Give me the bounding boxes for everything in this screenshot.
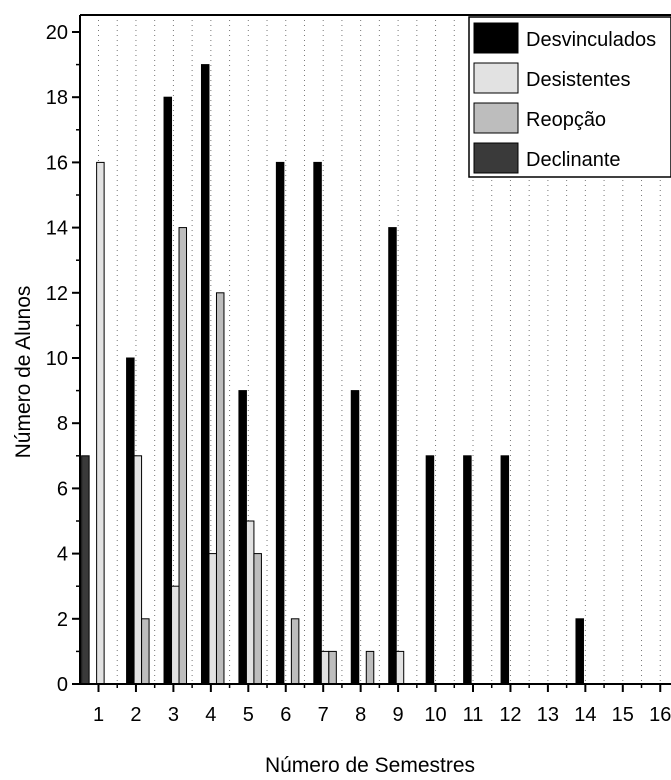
legend-swatch — [473, 22, 519, 54]
x-tick-label: 8 — [355, 704, 366, 726]
bar-desistentes-2 — [133, 455, 143, 685]
x-tick-label: 10 — [424, 704, 446, 726]
bar-reop-o-2 — [141, 618, 150, 685]
legend-label: Desvinculados — [526, 29, 656, 51]
bar-desvinculados-9 — [388, 227, 397, 685]
y-tick-label: 12 — [46, 283, 68, 305]
legend-swatch — [473, 102, 519, 134]
bar-desvinculados-6 — [275, 161, 285, 685]
bar-desvinculados-5 — [238, 390, 247, 685]
bar-desvinculados-2 — [126, 357, 135, 685]
bar-declinante-1 — [81, 455, 90, 685]
bar-reop-o-4 — [215, 292, 225, 685]
bars — [81, 64, 584, 685]
y-tick-label: 2 — [57, 609, 68, 631]
x-tick-label: 13 — [537, 704, 559, 726]
bar-reop-o-3 — [178, 227, 188, 685]
bar-desvinculados-8 — [350, 390, 360, 685]
x-tick-labels: 1 2 3 4 5 6 7 8 9 10 11 12 13 14 15 16 — [93, 704, 671, 726]
bar-desvinculados-12 — [500, 455, 510, 685]
bar-reop-o-6 — [290, 618, 300, 685]
x-tick-label: 1 — [93, 704, 104, 726]
bar-desvinculados-11 — [463, 455, 472, 685]
legend-swatch — [473, 142, 519, 174]
y-axis-title: Número de Alunos — [12, 286, 35, 459]
x-tick-label: 9 — [393, 704, 404, 726]
bar-desistentes-1 — [96, 161, 105, 685]
x-tick-label: 6 — [280, 704, 291, 726]
bar-desistentes-3 — [171, 585, 180, 685]
x-axis-title: Número de Semestres — [265, 754, 475, 777]
y-tick-label: 16 — [46, 152, 68, 174]
y-tick-labels: 0 2 4 6 8 10 12 14 16 18 20 — [46, 22, 68, 696]
legend-label: Declinante — [526, 149, 621, 171]
x-tick-label: 11 — [463, 704, 484, 726]
x-tick-label: 15 — [612, 704, 634, 726]
y-tick-label: 4 — [57, 544, 68, 566]
bar-reop-o-8 — [365, 650, 375, 685]
bar-desvinculados-4 — [200, 64, 210, 685]
y-tick-label: 14 — [46, 218, 68, 240]
bar-desistentes-7 — [320, 650, 330, 685]
x-tick-label: 7 — [318, 704, 329, 726]
axes — [72, 14, 671, 692]
legend: Desvinculados Desistentes Reopção Declinant… — [468, 16, 671, 178]
y-tick-label: 6 — [57, 478, 68, 500]
x-tick-label: 5 — [243, 704, 254, 726]
y-tick-label: 10 — [46, 348, 68, 370]
bar-desistentes-4 — [208, 553, 217, 685]
bar-reop-o-5 — [253, 553, 262, 685]
bar-desvinculados-7 — [313, 161, 322, 685]
bar-desistentes-9 — [395, 650, 405, 685]
bar-desistentes-5 — [245, 520, 255, 685]
y-tick-label: 0 — [57, 674, 68, 696]
bar-reop-o-7 — [328, 650, 337, 685]
bar-desvinculados-14 — [575, 618, 584, 685]
legend-label: Reopção — [526, 109, 606, 131]
x-tick-label: 12 — [499, 704, 521, 726]
x-tick-label: 4 — [205, 704, 216, 726]
x-tick-label: 14 — [574, 704, 596, 726]
x-tick-label: 16 — [649, 704, 671, 726]
x-tick-label: 2 — [130, 704, 141, 726]
bar-desvinculados-10 — [425, 455, 435, 685]
legend-swatch — [473, 62, 519, 94]
y-tick-label: 20 — [46, 22, 68, 44]
bar-desvinculados-3 — [163, 96, 173, 685]
legend-label: Desistentes — [526, 69, 631, 91]
y-tick-label: 8 — [57, 413, 68, 435]
y-tick-label: 18 — [46, 87, 68, 109]
x-tick-label: 3 — [168, 704, 179, 726]
